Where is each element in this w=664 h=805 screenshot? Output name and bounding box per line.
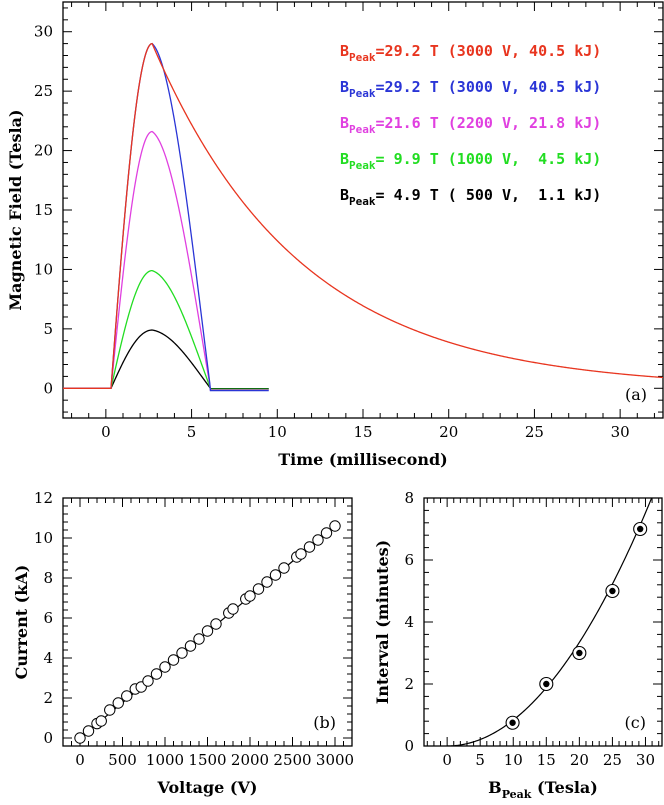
y-tick-label: 20 [34,142,53,160]
x-tick-label: 10 [268,423,287,441]
data-point [320,527,333,539]
x-tick-label: 500 [108,751,137,769]
data-point [150,668,163,680]
data-point [82,725,95,737]
panel-label: (b) [313,713,336,732]
y-axis-label: Current (kA) [12,565,31,680]
series-line-0 [63,42,663,389]
data-point [261,576,273,588]
data-point [576,649,583,657]
plot-frame [423,497,663,747]
legend-entry-3: BPeak= 9.9 T (1000 V, 4.5 kJ) [340,150,601,172]
x-tick-label: 0 [101,423,111,441]
data-point [543,680,550,688]
y-axis-label: Magnetic Field (Tesla) [6,109,25,310]
x-tick-label: 30 [636,751,655,769]
data-point [303,541,316,553]
x-tick-label: 2500 [273,751,311,769]
x-tick-label: 1500 [188,751,226,769]
y-tick-label: 25 [34,82,53,100]
legend-entry-4: BPeak= 4.9 T ( 500 V, 1.1 kJ) [340,186,601,208]
x-tick-label: 15 [353,423,372,441]
legend-entry-1: BPeak=29.2 T (3000 V, 40.5 kJ) [340,78,601,100]
x-axis-label: Voltage (V) [157,778,258,797]
x-tick-label: 0 [75,751,85,769]
y-tick-label: 0 [404,737,414,755]
y-tick-label: 12 [34,489,53,507]
y-tick-label: 8 [404,489,414,507]
data-point [159,661,171,673]
fit-curve [447,498,653,746]
series-line-2 [63,130,269,391]
panel-c: 0 5 10 15 20 25 30 0 2 4 6 8 BPeak (Tesla) Interval (… [373,489,663,801]
legend-entry-0: BPeak=29.2 T (3000 V, 40.5 kJ) [340,42,601,64]
data-point [193,633,205,645]
series-line-1 [63,42,269,392]
data-point [167,654,180,666]
legend-entry-2: BPeak=21.6 T (2200 V, 21.8 kJ) [340,114,601,136]
y-tick-label: 6 [43,609,53,627]
data-point [112,697,124,709]
data-point [121,690,133,702]
x-tick-label: 25 [525,423,544,441]
plot-frame [62,1,664,419]
data-point [95,715,107,727]
y-tick-label: 30 [34,23,53,41]
data-point [636,525,644,533]
panel-label: (c) [625,713,646,732]
data-point [176,647,188,659]
x-tick-label: 2000 [231,751,269,769]
x-tick-label: 30 [611,423,630,441]
data-point [278,562,290,574]
y-tick-label: 4 [404,613,414,631]
y-tick-label: 10 [34,529,53,547]
data-point [244,590,256,602]
y-tick-label: 2 [404,675,414,693]
x-tick-label: 1000 [146,751,184,769]
x-tick-label: 20 [570,751,589,769]
data-point [269,569,282,581]
series-line-4 [63,329,269,390]
data-point [609,587,616,595]
data-point [201,625,214,637]
x-tick-label: 25 [603,751,622,769]
data-point [74,732,86,744]
y-tick-label: 8 [43,569,53,587]
data-point [295,548,307,560]
x-axis-label: BPeak (Tesla) [488,778,598,801]
x-tick-label: 3000 [316,751,354,769]
data-point [509,719,516,726]
x-axis-label: Time (millisecond) [278,450,447,469]
x-tick-label: 15 [537,751,556,769]
y-tick-label: 5 [43,320,53,338]
x-tick-label: 0 [442,751,452,769]
series-line-3 [63,269,269,390]
y-tick-label: 0 [43,379,53,397]
x-tick-label: 5 [475,751,485,769]
data-point [227,603,239,615]
y-tick-label: 4 [43,649,53,667]
data-point [329,520,341,532]
y-tick-label: 2 [43,689,53,707]
data-point [252,583,265,595]
panel-label: (a) [625,385,647,404]
x-tick-label: 5 [187,423,197,441]
y-axis-label: Interval (minutes) [373,540,392,704]
data-point [312,534,324,546]
y-tick-label: 0 [43,729,53,747]
y-tick-label: 15 [34,201,53,219]
panel-a: 0 5 10 15 20 25 30 0 5 10 15 20 25 30 Time (millisecon… [6,1,664,469]
x-tick-label: 10 [504,751,523,769]
x-tick-label: 20 [439,423,458,441]
panel-b: 0 500 1000 1500 2000 2500 3000 0 2 4 6 8 10 12 Voltage… [12,489,354,797]
data-point [104,704,116,716]
y-tick-label: 6 [404,551,414,569]
data-point [184,640,197,652]
data-point [210,618,222,630]
y-tick-label: 10 [34,260,53,278]
data-point [142,675,154,687]
